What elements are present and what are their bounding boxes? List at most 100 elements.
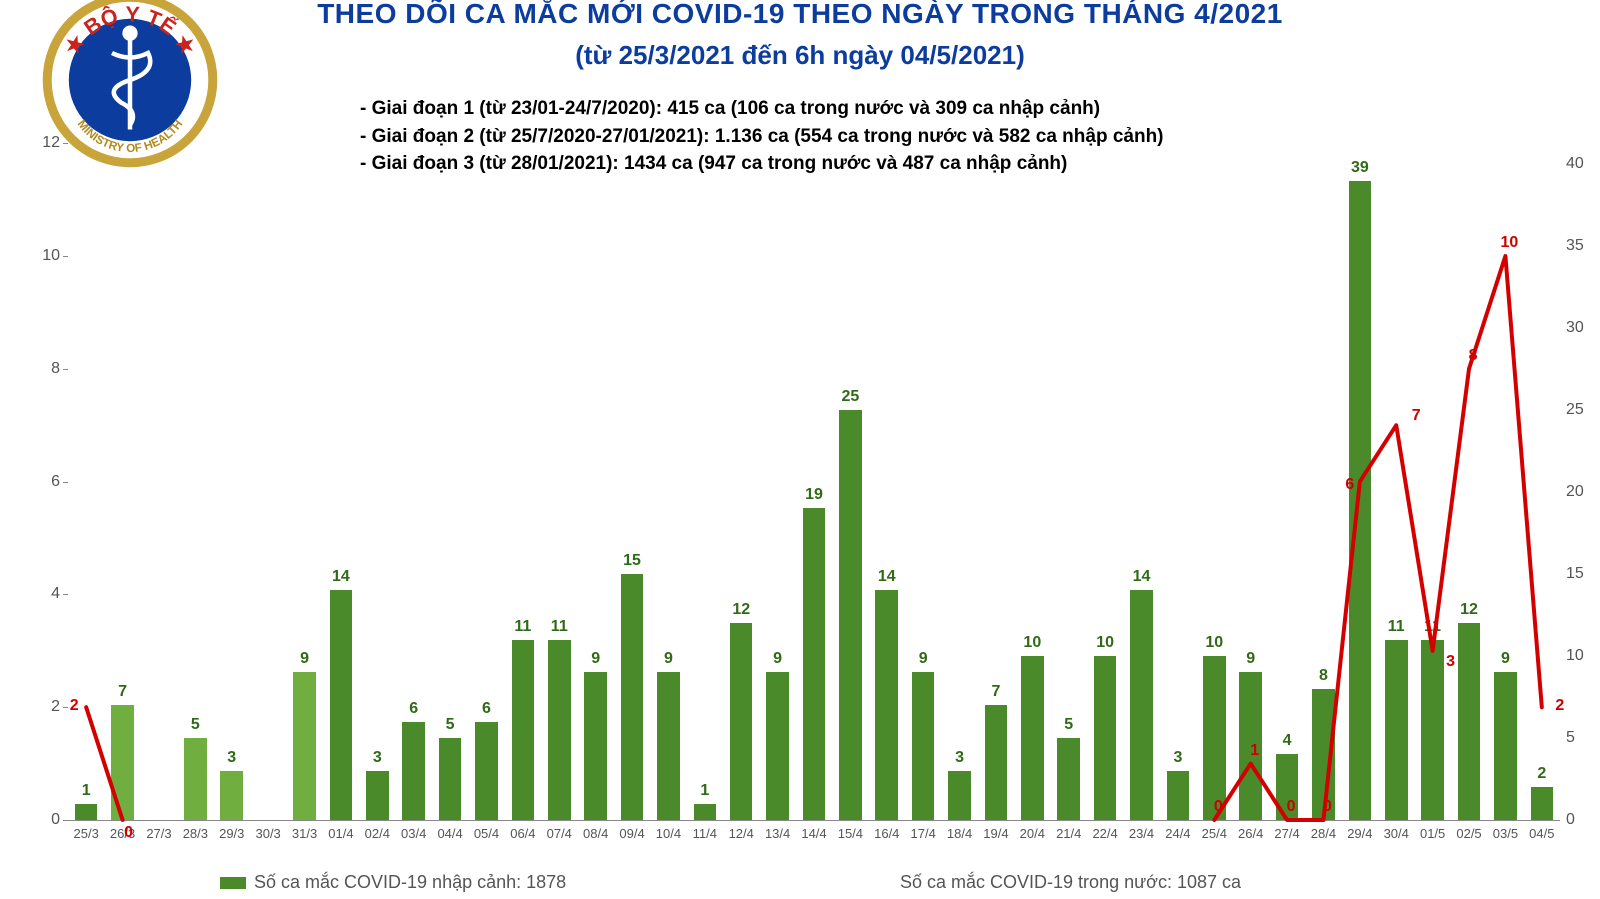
x-tick: 24/4 (1160, 826, 1196, 841)
bar (402, 722, 425, 820)
x-tick: 17/4 (905, 826, 941, 841)
x-tick: 13/4 (760, 826, 796, 841)
bar (912, 672, 935, 820)
x-tick: 23/4 (1124, 826, 1160, 841)
bar (1021, 656, 1044, 820)
x-tick: 02/5 (1451, 826, 1487, 841)
bar-label: 6 (468, 700, 504, 718)
bar-label: 7 (105, 683, 141, 701)
line-label: 8 (1461, 347, 1485, 365)
bar-label: 10 (1087, 634, 1123, 652)
bar-label: 12 (723, 601, 759, 619)
bar-label: 14 (323, 568, 359, 586)
bar (1057, 738, 1080, 820)
x-tick: 06/4 (505, 826, 541, 841)
bar-label: 7 (978, 683, 1014, 701)
bar-label: 10 (1196, 634, 1232, 652)
x-tick: 01/5 (1415, 826, 1451, 841)
bar (657, 672, 680, 820)
bar (439, 738, 462, 820)
bar (75, 804, 98, 820)
x-tick: 22/4 (1087, 826, 1123, 841)
bar (985, 705, 1008, 820)
bar-label: 19 (796, 486, 832, 504)
bar-label: 2 (1524, 765, 1560, 783)
bar (548, 640, 571, 820)
x-tick: 28/4 (1305, 826, 1341, 841)
bar-label: 11 (541, 618, 577, 636)
x-tick: 26/4 (1233, 826, 1269, 841)
x-tick: 12/4 (723, 826, 759, 841)
x-tick: 02/4 (359, 826, 395, 841)
x-tick: 15/4 (832, 826, 868, 841)
bar (1531, 787, 1554, 820)
line-label: 1 (1243, 742, 1267, 760)
bar-label: 15 (614, 552, 650, 570)
bar (1385, 640, 1408, 820)
x-tick: 29/4 (1342, 826, 1378, 841)
bar (1094, 656, 1117, 820)
bar-label: 14 (869, 568, 905, 586)
x-tick: 30/4 (1378, 826, 1414, 841)
bar (584, 672, 607, 820)
bar-label: 3 (942, 749, 978, 767)
line-label: 2 (62, 697, 86, 715)
legend-imported: Số ca mắc COVID-19 nhập cảnh: 1878 (220, 872, 566, 893)
line-label: 10 (1497, 234, 1521, 252)
bar-label: 9 (1233, 650, 1269, 668)
x-tick: 31/3 (287, 826, 323, 841)
bar-label: 39 (1342, 159, 1378, 177)
bar-label: 11 (1378, 618, 1414, 636)
legend-swatch-green (220, 877, 246, 889)
y1-tick: 8 (28, 360, 60, 378)
y2-tick: 40 (1566, 155, 1598, 173)
bar-label: 1 (68, 782, 104, 800)
legend-domestic: Số ca mắc COVID-19 trong nước: 1087 ca (900, 872, 1241, 893)
x-tick: 09/4 (614, 826, 650, 841)
bar (730, 623, 753, 820)
y2-tick: 35 (1566, 237, 1598, 255)
y1-tick: 4 (28, 585, 60, 603)
x-tick: 27/3 (141, 826, 177, 841)
line-label: 0 (117, 824, 141, 842)
bar (766, 672, 789, 820)
x-tick: 08/4 (578, 826, 614, 841)
y2-tick: 0 (1566, 811, 1598, 829)
bar (839, 410, 862, 820)
x-tick: 30/3 (250, 826, 286, 841)
x-tick: 25/3 (68, 826, 104, 841)
x-tick: 19/4 (978, 826, 1014, 841)
x-tick: 04/4 (432, 826, 468, 841)
bar-label: 3 (214, 749, 250, 767)
line-label: 0 (1206, 798, 1230, 816)
x-tick: 29/3 (214, 826, 250, 841)
x-tick: 03/5 (1487, 826, 1523, 841)
bar (1203, 656, 1226, 820)
y2-tick: 20 (1566, 483, 1598, 501)
bar (948, 771, 971, 820)
y1-tick: 0 (28, 811, 60, 829)
x-tick: 04/5 (1524, 826, 1560, 841)
bar-label: 9 (650, 650, 686, 668)
y1-tick: 12 (28, 134, 60, 152)
x-tick: 10/4 (650, 826, 686, 841)
bar-label: 5 (1051, 716, 1087, 734)
covid-chart: 024681012051015202530354025/3126/3727/32… (0, 0, 1600, 899)
line-label: 2 (1548, 697, 1572, 715)
line-label: 0 (1279, 798, 1303, 816)
bar (184, 738, 207, 820)
line-label: 6 (1338, 476, 1362, 494)
bar-label: 5 (432, 716, 468, 734)
bar (330, 590, 353, 820)
bar-label: 5 (177, 716, 213, 734)
bar-label: 11 (1415, 618, 1451, 636)
y1-tick: 10 (28, 247, 60, 265)
bar-label: 14 (1124, 568, 1160, 586)
x-tick: 11/4 (687, 826, 723, 841)
bar-label: 9 (760, 650, 796, 668)
y1-tick: 6 (28, 473, 60, 491)
bar-label: 4 (1269, 732, 1305, 750)
x-tick: 20/4 (1014, 826, 1050, 841)
y2-tick: 30 (1566, 319, 1598, 337)
bar-label: 9 (1487, 650, 1523, 668)
